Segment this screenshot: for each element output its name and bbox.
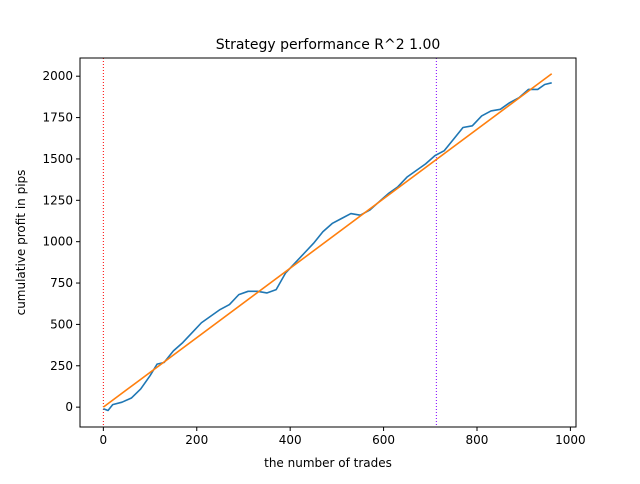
series-line-1 <box>102 73 553 408</box>
x-tick-label: 0 <box>100 433 108 447</box>
y-tick-label: 1750 <box>42 111 73 125</box>
x-tick-label: 200 <box>185 433 208 447</box>
y-tick-label: 1500 <box>42 152 73 166</box>
series-line-0 <box>103 82 552 412</box>
y-tick-label: 1000 <box>42 235 73 249</box>
y-tick-label: 500 <box>50 317 73 331</box>
y-tick-label: 2000 <box>42 69 73 83</box>
plot-area-frame <box>79 57 577 428</box>
chart-title: Strategy performance R^2 1.00 <box>216 37 441 53</box>
x-axis-label: the number of trades <box>264 456 392 470</box>
x-tick-label: 800 <box>466 433 489 447</box>
y-tick-label: 0 <box>65 400 73 414</box>
y-axis-label: cumulative profit in pips <box>14 170 28 316</box>
y-tick-label: 1250 <box>42 193 73 207</box>
x-tick-label: 400 <box>279 433 302 447</box>
y-tick-label: 250 <box>50 359 73 373</box>
x-tick-label: 1000 <box>555 433 586 447</box>
x-tick-label: 600 <box>372 433 395 447</box>
y-tick-label: 750 <box>50 276 73 290</box>
